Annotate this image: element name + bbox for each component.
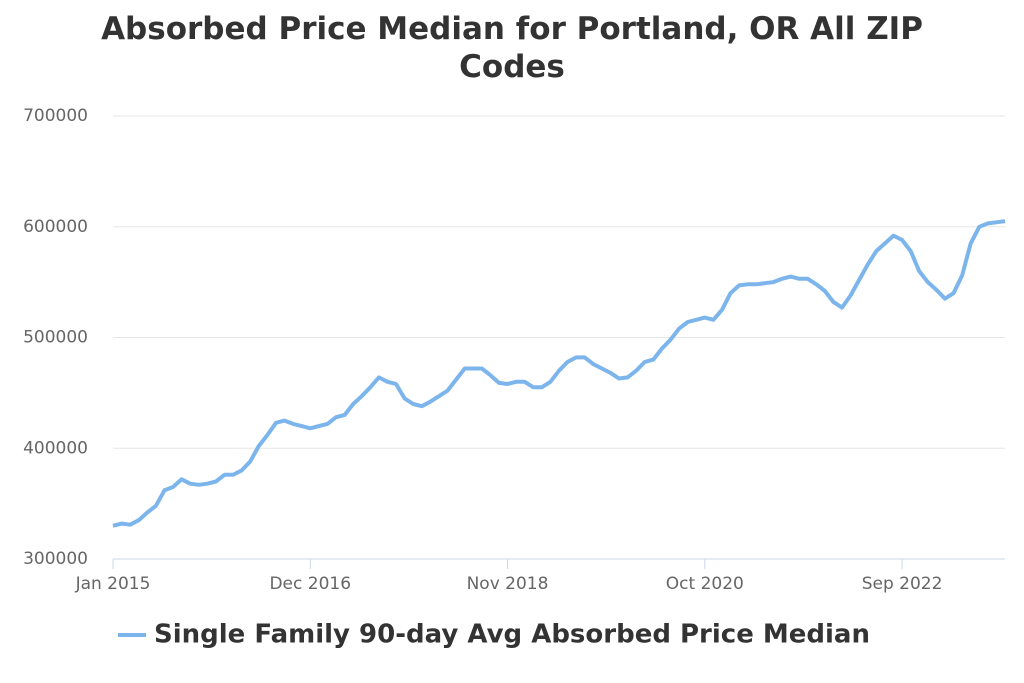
x-tick-label: Oct 2020: [666, 574, 744, 594]
x-tick-label: Jan 2015: [75, 574, 151, 594]
y-tick-label: 500000: [23, 328, 88, 348]
data-line: [112, 219, 1006, 528]
y-tick-label: 300000: [23, 549, 88, 569]
chart-title: Absorbed Price Median for Portland, OR A…: [101, 11, 923, 85]
legend-label: Single Family 90-day Avg Absorbed Price …: [154, 620, 870, 650]
x-tick-label: Nov 2018: [467, 574, 549, 594]
y-tick-label: 700000: [23, 106, 88, 126]
x-tick-label: Dec 2016: [269, 574, 351, 594]
y-tick-label: 600000: [23, 217, 88, 237]
y-tick-label: 400000: [23, 438, 88, 458]
x-tick-label: Sep 2022: [862, 574, 943, 594]
